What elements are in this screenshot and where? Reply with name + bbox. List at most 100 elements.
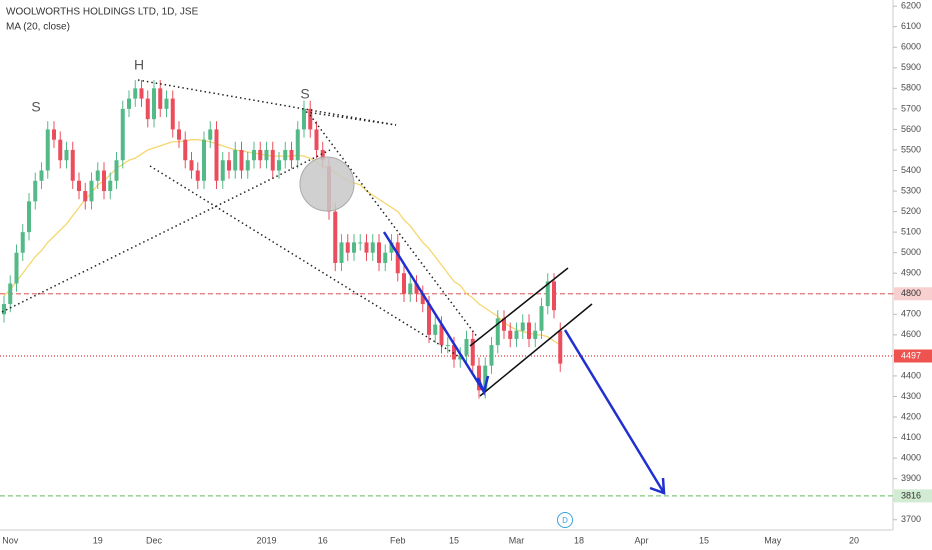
- event-marker-label[interactable]: D: [562, 516, 568, 525]
- channel-line: [469, 267, 569, 347]
- candle-body: [414, 283, 419, 294]
- candle-body: [39, 170, 44, 181]
- candle-body: [52, 129, 56, 140]
- drawings: [1, 79, 666, 495]
- x-tick-label: 16: [318, 535, 328, 545]
- y-tick-label: 4600: [901, 329, 921, 339]
- annotation: S: [31, 99, 40, 115]
- candle-body: [158, 88, 163, 109]
- candle-body: [345, 242, 350, 253]
- candle-body: [258, 149, 263, 161]
- candle-body: [370, 242, 375, 253]
- candle-body: [439, 324, 444, 346]
- candle-body: [520, 322, 525, 331]
- y-tick-label: 4300: [901, 391, 921, 401]
- candle-body: [445, 345, 450, 347]
- y-tick-label: 4200: [901, 411, 921, 421]
- candle-body: [383, 252, 388, 263]
- price-level-box: [894, 287, 932, 301]
- candle-body: [352, 242, 356, 253]
- candle-body: [533, 330, 538, 339]
- price-level-box: [894, 489, 932, 503]
- y-tick-label: 6200: [901, 1, 921, 11]
- candle-body: [264, 149, 269, 161]
- candle-body: [195, 170, 200, 181]
- arrow: [382, 231, 486, 393]
- x-tick-label: Feb: [390, 535, 406, 545]
- trendline: [305, 111, 397, 126]
- annotation: S: [300, 86, 309, 102]
- candle-body: [164, 98, 169, 109]
- candle-body: [208, 129, 213, 140]
- candle-body: [33, 180, 38, 202]
- y-tick-label: 5500: [901, 144, 921, 154]
- candle-body: [402, 273, 406, 294]
- candle-body: [508, 330, 513, 339]
- chart-title: WOOLWORTHS HOLDINGS LTD, 1D, JSE: [6, 7, 199, 18]
- x-tick-label: 15: [699, 535, 709, 545]
- candle-body: [464, 338, 469, 356]
- x-tick-label: 15: [449, 535, 459, 545]
- arrow-head: [476, 375, 490, 396]
- x-tick-label: Apr: [634, 535, 648, 545]
- y-tick-label: 5900: [901, 62, 921, 72]
- candle-body: [133, 88, 138, 99]
- candle-body: [14, 252, 19, 284]
- candle-body: [89, 180, 94, 202]
- x-tick-label: Dec: [146, 535, 163, 545]
- x-tick-label: May: [764, 535, 782, 545]
- y-tick-label: 4400: [901, 370, 921, 380]
- candle-body: [177, 129, 181, 140]
- candle-body: [239, 149, 244, 171]
- candle-body: [83, 191, 88, 202]
- indicator-label: MA (20, close): [6, 22, 70, 33]
- candle-body: [552, 281, 556, 311]
- trendline: [309, 114, 479, 339]
- candle-body: [364, 242, 369, 253]
- candle-body: [302, 108, 306, 130]
- candle-body: [314, 129, 319, 150]
- candle-body: [489, 345, 494, 366]
- trendline: [137, 79, 397, 126]
- y-tick-label: 5200: [901, 206, 921, 216]
- event-marker[interactable]: [557, 512, 573, 528]
- price-level-box: [894, 349, 932, 363]
- candle-body: [20, 232, 25, 253]
- candle-body: [483, 365, 488, 391]
- candle-body: [408, 283, 413, 294]
- y-tick-label: 5800: [901, 83, 921, 93]
- x-tick-label: Mar: [509, 535, 525, 545]
- y-tick-label: 5300: [901, 185, 921, 195]
- candle-body: [320, 149, 325, 161]
- y-tick-label: 4000: [901, 452, 921, 462]
- candle-body: [2, 304, 6, 315]
- candle-body: [514, 330, 519, 339]
- y-tick-label: 5000: [901, 247, 921, 257]
- candle-body: [333, 211, 338, 263]
- candle-body: [389, 242, 394, 253]
- candle-body: [252, 149, 256, 161]
- candle-body: [102, 170, 106, 192]
- candle-body: [339, 242, 344, 263]
- candle-body: [289, 149, 294, 161]
- candle-body: [539, 306, 544, 331]
- candle-body: [470, 338, 475, 366]
- candle-body: [58, 139, 63, 161]
- x-tick-label: 18: [574, 535, 584, 545]
- price-level-label: 4800: [901, 288, 921, 298]
- arrow: [563, 329, 666, 494]
- y-tick-label: 3700: [901, 514, 921, 524]
- candle-body: [108, 180, 113, 192]
- highlight-circle: [299, 156, 355, 212]
- candle-body: [45, 129, 50, 171]
- candle-body: [420, 293, 425, 305]
- candle-body: [145, 98, 150, 120]
- candle-body: [245, 160, 250, 171]
- candle-body: [183, 139, 188, 161]
- candle-body: [502, 318, 506, 331]
- annotation: H: [134, 57, 144, 73]
- candle-body: [189, 160, 194, 171]
- candle-body: [64, 149, 69, 161]
- x-tick-label: 19: [93, 535, 103, 545]
